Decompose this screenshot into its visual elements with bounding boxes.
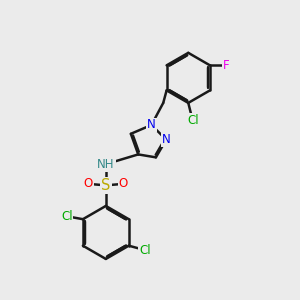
Text: N: N [162, 133, 171, 146]
Text: Cl: Cl [139, 244, 151, 256]
Text: F: F [223, 59, 230, 72]
Text: O: O [83, 177, 93, 190]
Text: S: S [101, 178, 110, 193]
Text: O: O [119, 177, 128, 190]
Text: N: N [147, 118, 156, 131]
Text: Cl: Cl [61, 210, 73, 223]
Text: Cl: Cl [187, 114, 199, 127]
Text: NH: NH [97, 158, 115, 171]
